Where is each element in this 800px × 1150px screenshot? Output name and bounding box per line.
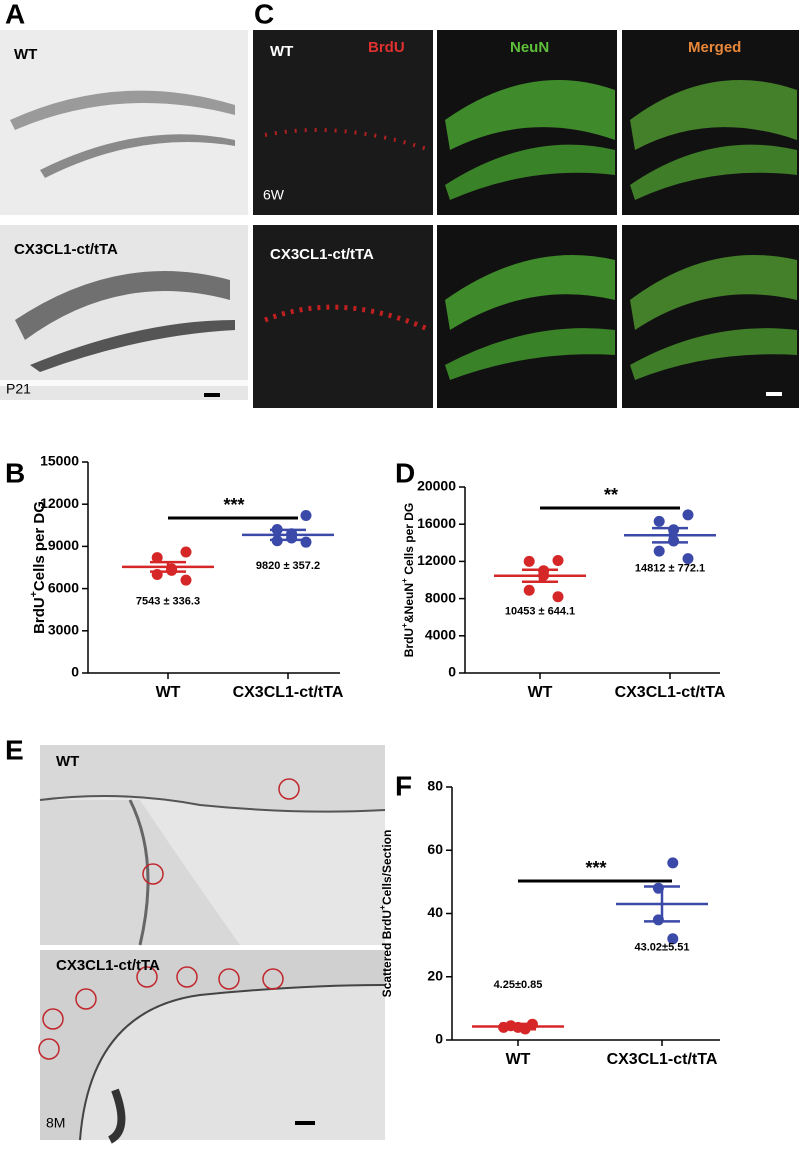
significance-label: *** bbox=[585, 858, 606, 878]
data-point bbox=[300, 536, 312, 548]
y-tick-label: 9000 bbox=[48, 537, 79, 553]
channel-label: BrdU bbox=[368, 39, 405, 56]
y-tick-label: 20000 bbox=[417, 478, 456, 494]
image-label: P21 bbox=[6, 381, 31, 397]
image-label: WT bbox=[270, 43, 293, 60]
data-point bbox=[552, 554, 564, 566]
y-axis-label: BrdU+Cells per DG bbox=[28, 501, 48, 634]
y-tick-label: 15000 bbox=[40, 453, 79, 469]
image-label: WT bbox=[14, 46, 37, 63]
data-point bbox=[667, 857, 679, 869]
y-axis-label-part: &NeuN bbox=[402, 583, 416, 623]
x-tick-label: WT bbox=[156, 684, 181, 701]
y-axis-label-part: Cells/Section bbox=[380, 830, 394, 905]
image-label: CX3CL1-ct/tTA bbox=[270, 246, 374, 263]
data-point bbox=[523, 555, 535, 567]
y-axis-label-part: Scattered BrdU bbox=[380, 910, 394, 997]
summary-label: 4.25±0.85 bbox=[494, 979, 543, 991]
y-tick-label: 3000 bbox=[48, 622, 79, 638]
data-point bbox=[523, 584, 535, 596]
y-axis-label-part: Cells per DG bbox=[31, 501, 48, 591]
y-tick-label: 80 bbox=[427, 778, 443, 794]
panel-letter: D bbox=[395, 457, 415, 488]
panel-letter: C bbox=[254, 0, 274, 29]
y-axis-label: Scattered BrdU+Cells/Section bbox=[377, 830, 394, 998]
image-label: 6W bbox=[263, 187, 285, 203]
y-tick-label: 4000 bbox=[425, 627, 456, 643]
channel-label: Merged bbox=[688, 39, 741, 56]
data-point bbox=[300, 509, 312, 521]
significance-label: ** bbox=[604, 485, 618, 505]
summary-label: 43.02±5.51 bbox=[635, 941, 690, 953]
data-point bbox=[151, 552, 163, 564]
y-tick-label: 20 bbox=[427, 967, 443, 983]
y-tick-label: 8000 bbox=[425, 589, 456, 605]
data-point bbox=[653, 545, 665, 557]
y-axis-label-part: + bbox=[399, 623, 409, 628]
summary-label: 9820 ± 357.2 bbox=[256, 560, 320, 572]
y-tick-label: 40 bbox=[427, 904, 443, 920]
channel-label: NeuN bbox=[510, 39, 549, 56]
summary-label: 7543 ± 336.3 bbox=[136, 596, 200, 608]
y-axis-label-part: + bbox=[377, 905, 387, 910]
image-label: CX3CL1-ct/tTA bbox=[56, 957, 160, 974]
data-point bbox=[682, 553, 694, 565]
y-axis-label-part: BrdU bbox=[402, 628, 416, 657]
data-point bbox=[667, 933, 679, 945]
micrograph-a bbox=[0, 30, 248, 400]
x-tick-label: WT bbox=[506, 1051, 531, 1068]
data-point bbox=[180, 574, 192, 586]
y-tick-label: 0 bbox=[71, 664, 79, 680]
y-axis-label-part: + bbox=[399, 578, 409, 583]
y-axis-label-part: + bbox=[28, 591, 40, 597]
y-tick-label: 12000 bbox=[417, 552, 456, 568]
micrograph-c bbox=[253, 30, 799, 408]
image-label: 8M bbox=[46, 1115, 65, 1131]
x-tick-label: CX3CL1-ct/tTA bbox=[607, 1051, 718, 1068]
panel-letter: B bbox=[5, 457, 25, 488]
y-tick-label: 60 bbox=[427, 841, 443, 857]
summary-label: 10453 ± 644.1 bbox=[505, 606, 575, 618]
x-tick-label: CX3CL1-ct/tTA bbox=[233, 684, 344, 701]
y-tick-label: 12000 bbox=[40, 495, 79, 511]
panel-letter: F bbox=[395, 770, 412, 801]
y-axis-label: BrdU+&NeuN+ Cells per DG bbox=[399, 503, 416, 658]
y-tick-label: 6000 bbox=[48, 579, 79, 595]
y-tick-label: 16000 bbox=[417, 515, 456, 531]
data-point bbox=[552, 591, 564, 603]
x-tick-label: CX3CL1-ct/tTA bbox=[615, 684, 726, 701]
y-axis-label-part: BrdU bbox=[31, 597, 48, 634]
image-label: WT bbox=[56, 753, 79, 770]
y-tick-label: 0 bbox=[435, 1031, 443, 1047]
panel-letter: A bbox=[5, 0, 25, 29]
micrograph-e bbox=[38, 745, 386, 1144]
data-point bbox=[653, 515, 665, 527]
significance-label: *** bbox=[223, 495, 244, 515]
panel-letter: E bbox=[5, 734, 24, 765]
data-point bbox=[180, 546, 192, 558]
summary-label: 14812 ± 772.1 bbox=[635, 562, 705, 574]
y-tick-label: 0 bbox=[448, 664, 456, 680]
x-tick-label: WT bbox=[528, 684, 553, 701]
y-axis-label-part: Cells per DG bbox=[402, 503, 416, 578]
data-point bbox=[682, 509, 694, 521]
image-label: CX3CL1-ct/tTA bbox=[14, 241, 118, 258]
